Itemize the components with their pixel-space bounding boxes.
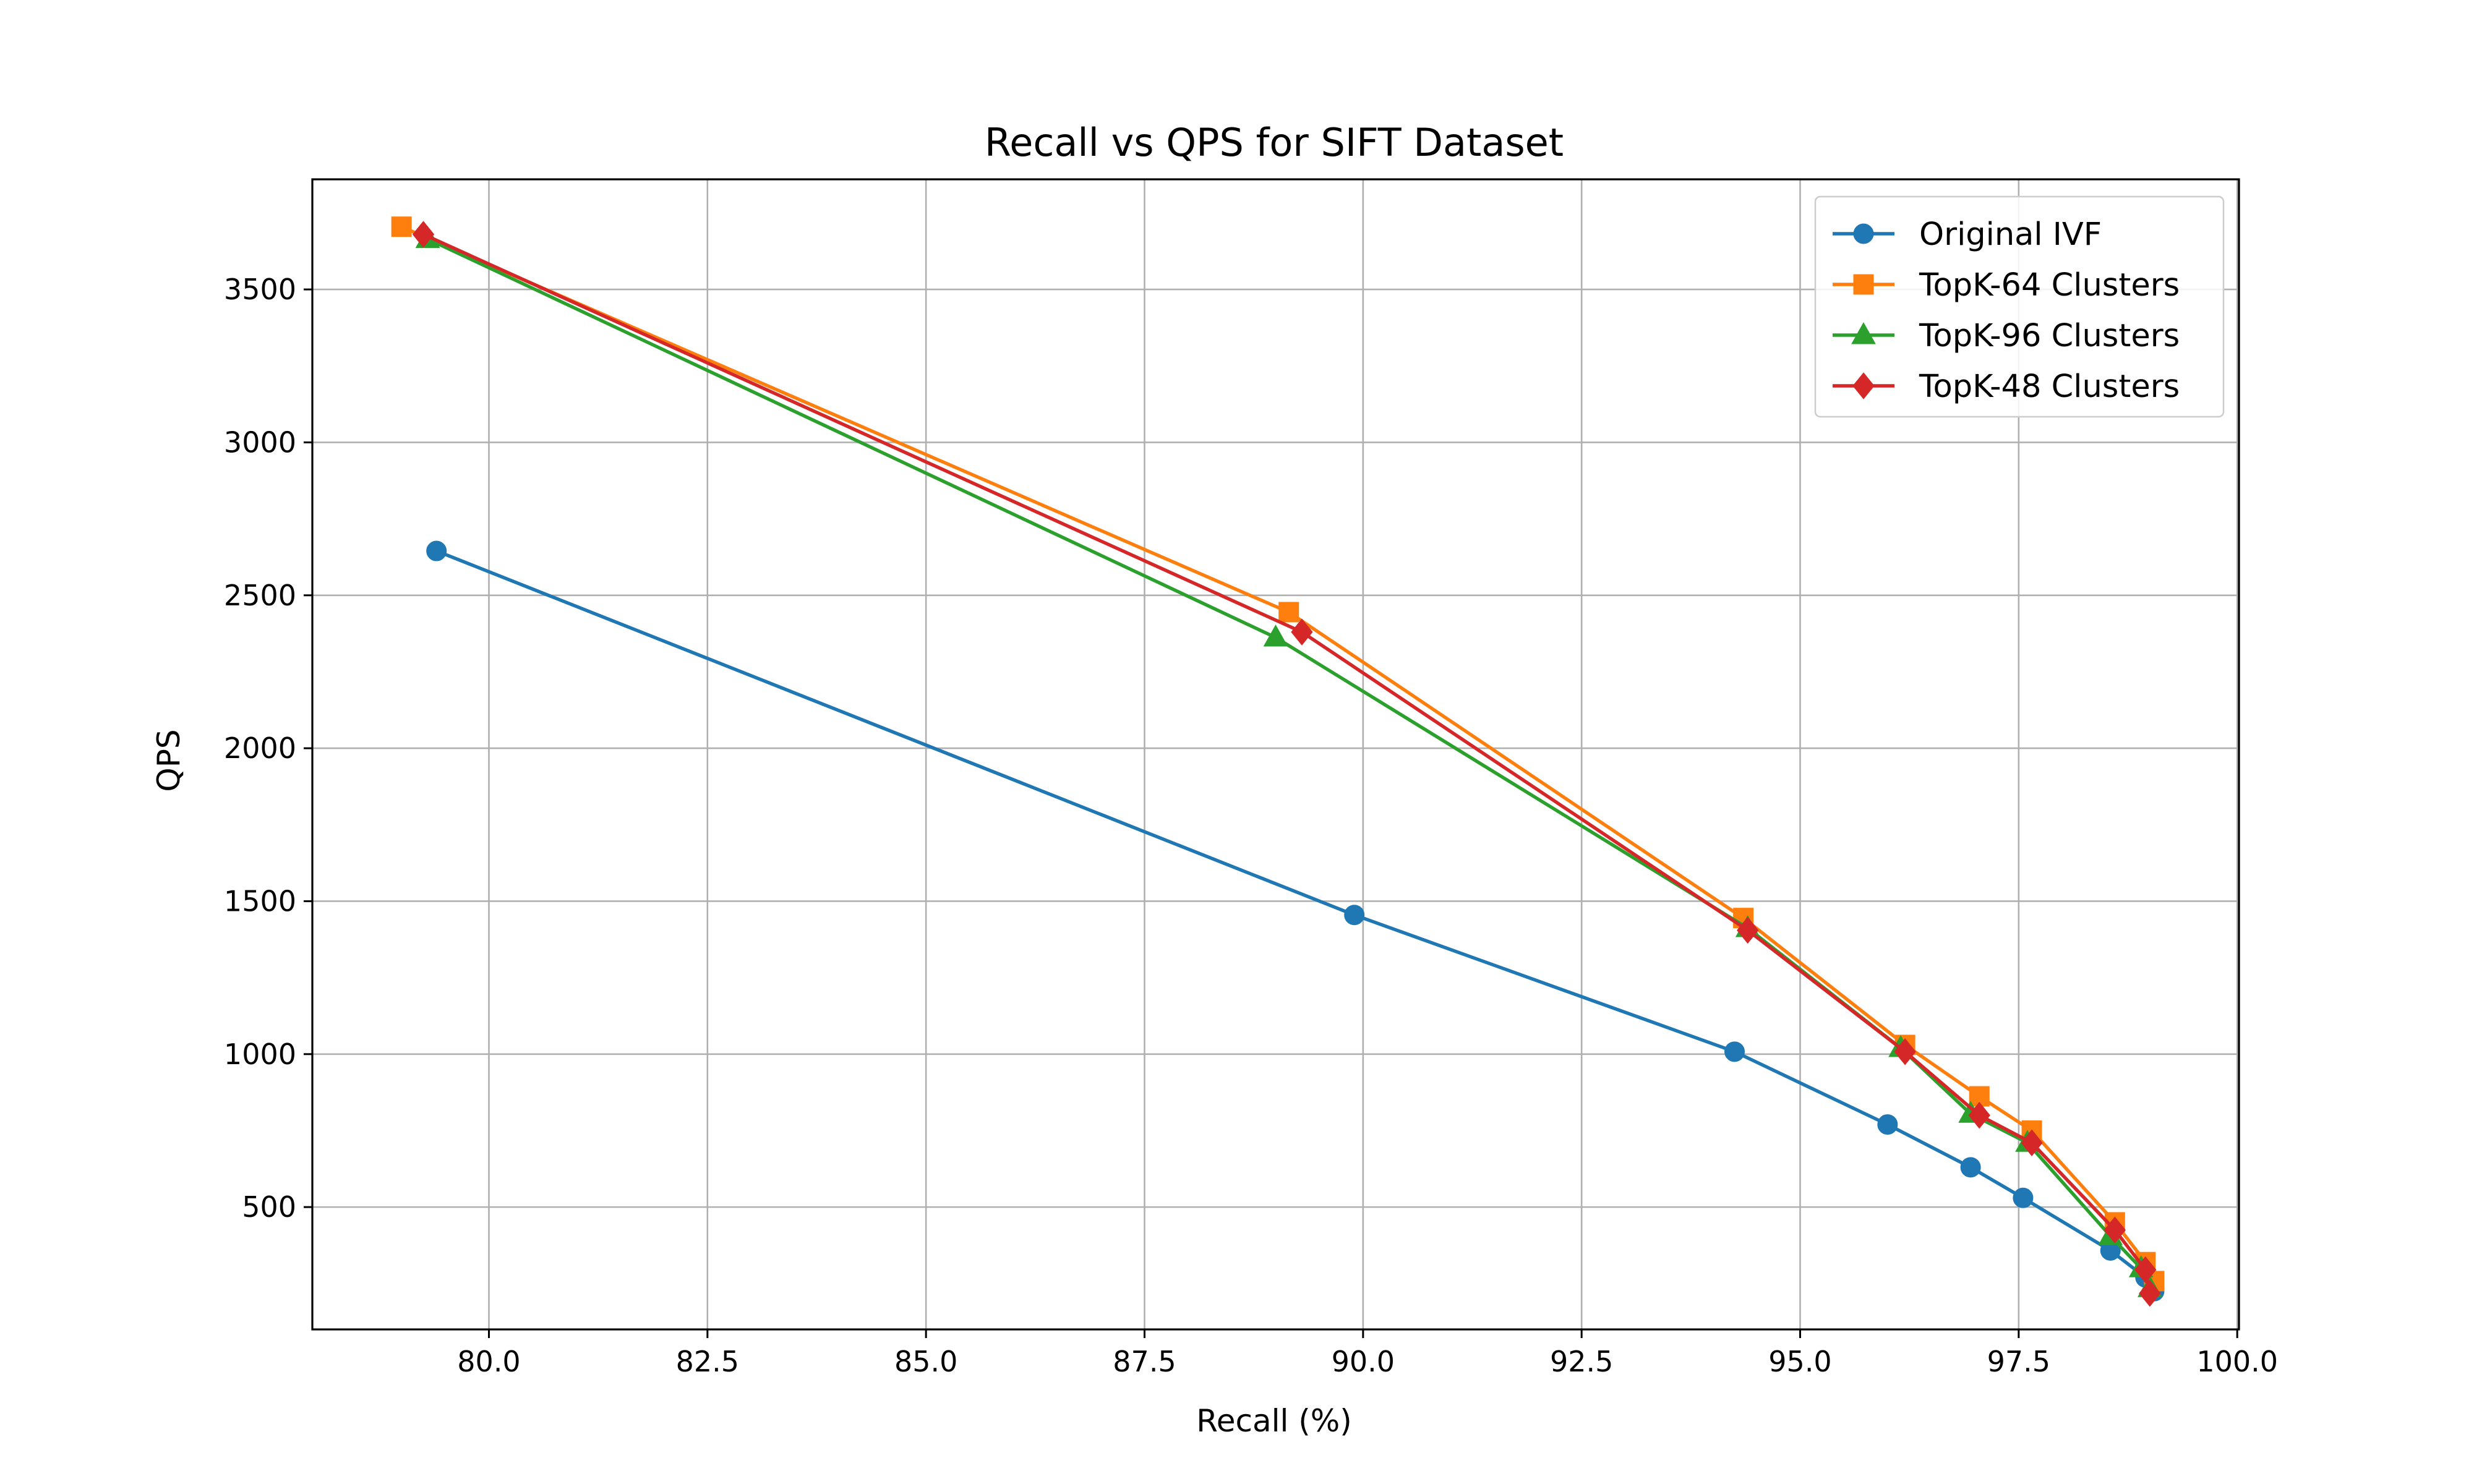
y-tick-label: 1500 <box>224 884 296 918</box>
legend-item: Original IVF <box>1833 216 2102 253</box>
data-point <box>1263 625 1288 647</box>
legend-label: TopK-96 Clusters <box>1919 318 2180 354</box>
legend-marker <box>1852 372 1875 399</box>
data-point <box>1737 916 1759 944</box>
legend-marker <box>1853 223 1874 244</box>
legend-item: TopK-96 Clusters <box>1833 318 2180 354</box>
plot-frame <box>311 178 2240 1331</box>
data-point <box>2104 1216 2126 1244</box>
legend-marker <box>1851 322 1876 344</box>
legend: Original IVF TopK-64 Clusters TopK-96 Clus… <box>1814 195 2225 418</box>
data-point <box>1291 618 1313 646</box>
data-point <box>1344 905 1365 926</box>
data-point <box>1968 1101 1990 1129</box>
y-axis-label: QPS <box>151 729 187 791</box>
data-point <box>391 216 412 237</box>
legend-label: TopK-64 Clusters <box>1919 267 2180 304</box>
y-tick-label: 1000 <box>224 1038 296 1071</box>
x-tick-label: 92.5 <box>1550 1345 1613 1378</box>
legend-label: TopK-48 Clusters <box>1919 369 2180 405</box>
x-tick-label: 90.0 <box>1332 1345 1395 1378</box>
y-tick-label: 3500 <box>224 273 296 306</box>
series-topk-48-clusters <box>412 221 2161 1307</box>
data-point <box>1894 1038 1916 1065</box>
x-tick-label: 97.5 <box>1987 1345 2050 1378</box>
data-point <box>2013 1187 2034 1208</box>
y-tick-label: 3000 <box>224 425 296 459</box>
x-tick-label: 95.0 <box>1768 1345 1831 1378</box>
data-point <box>2139 1279 2161 1307</box>
data-point <box>2021 1129 2043 1157</box>
x-tick-label: 82.5 <box>676 1345 739 1378</box>
y-tick-label: 500 <box>242 1190 296 1224</box>
legend-marker <box>1853 274 1874 295</box>
x-tick-label: 85.0 <box>894 1345 957 1378</box>
x-axis-label: Recall (%) <box>1196 1403 1352 1439</box>
legend-box <box>1814 195 2225 418</box>
x-tick-label: 80.0 <box>457 1345 520 1378</box>
y-tick-label: 2000 <box>224 731 296 765</box>
legend-item: TopK-48 Clusters <box>1833 369 2180 405</box>
data-point <box>1877 1114 1898 1135</box>
data-point <box>1278 602 1299 623</box>
x-tick-label: 87.5 <box>1113 1345 1176 1378</box>
chart-title: Recall vs QPS for SIFT Dataset <box>985 120 1564 165</box>
data-point <box>1724 1041 1745 1062</box>
legend-item: TopK-64 Clusters <box>1833 267 2180 304</box>
data-point <box>1960 1157 1981 1178</box>
data-point <box>2134 1256 2157 1284</box>
series-layer <box>391 216 2165 1307</box>
data-point <box>412 221 435 248</box>
x-tick-label: 100.0 <box>2196 1345 2278 1378</box>
axis-ticks: 80.0 82.5 85.0 87.5 90.0 92.5 95.0 97.5 100.0 500… <box>224 273 2278 1378</box>
data-point <box>426 540 447 561</box>
legend-label: Original IVF <box>1919 216 2102 253</box>
y-tick-label: 2500 <box>224 579 296 612</box>
